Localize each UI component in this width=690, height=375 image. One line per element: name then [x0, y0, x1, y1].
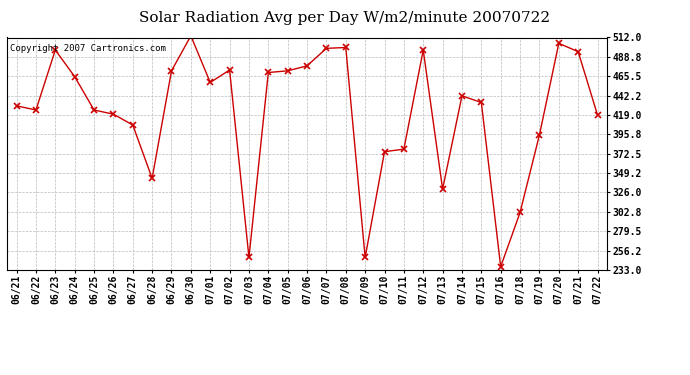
- Text: Solar Radiation Avg per Day W/m2/minute 20070722: Solar Radiation Avg per Day W/m2/minute …: [139, 11, 551, 25]
- Text: Copyright 2007 Cartronics.com: Copyright 2007 Cartronics.com: [10, 45, 166, 54]
